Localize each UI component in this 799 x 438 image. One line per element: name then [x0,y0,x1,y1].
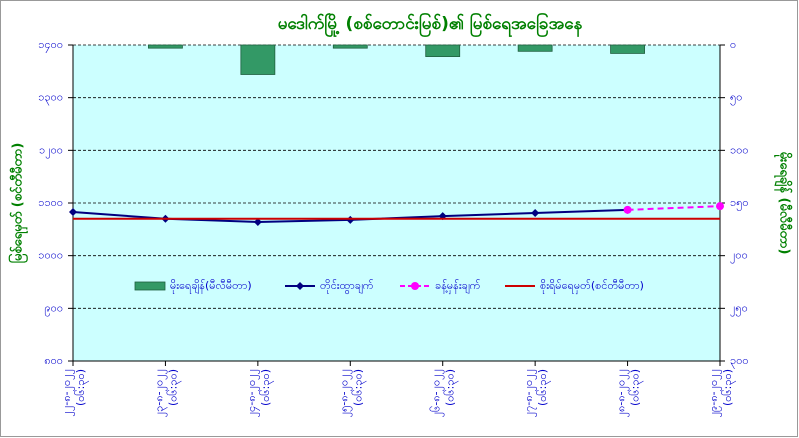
y-tick-label: ၁၄၀၀ [38,38,63,53]
chart-title: မဒေါက်မြို့ (စစ်တောင်းမြစ်)၏ မြစ်ရေအခြေအ… [278,11,583,38]
x-tick-label: (၀၆:၃၀) [351,369,366,406]
x-tick-label: ၂၅-၈-၂၀၂၂ [337,369,352,417]
legend-label: စိုးရိမ်ရေမှတ်(စင်တီမီတာ) [540,279,644,294]
y-axis-label: မြစ်ရေမှတ် (စင်တီမီတာ) [8,143,29,264]
legend-marker [411,282,419,290]
line [627,205,721,211]
y2-tick-label: ၂၅၀ [730,301,748,316]
x-tick-label: ၂၄-၈-၂၀၂၂ [245,369,260,417]
x-tick-label: (၀၆:၃၀) [74,369,89,406]
bar [148,44,183,49]
x-tick-label: ၂၈-၈-၂၀၂၂ [615,369,630,417]
line-marker [253,217,262,226]
x-tick-label: ၂၃-၈-၂၀၂၂ [152,369,167,417]
y2-tick-label: ၀ [730,38,736,51]
bar [240,44,276,75]
y2-tick-label: ၁၀၀ [730,143,749,156]
y-tick-label: ၉၀၀ [44,301,63,316]
y2-tick-label: ၁၅၀ [730,196,749,211]
legend-marker [296,282,304,290]
x-tick-label: ၂၇-၈-၂၀၂၂ [522,369,537,417]
y-tick-label: ၁၂၀၀ [39,143,63,158]
y2-tick-label: ၃၀၀ [730,354,749,369]
legend-swatch [134,281,166,291]
y-tick-label: ၈၀၀ [44,354,63,367]
legend-label: တိုင်းထွာချက် [320,279,374,294]
bar [425,44,461,57]
y2-axis-label: မိုးရေချိန် (မီလီမီတာ) [774,152,794,255]
x-tick-label: (၀၆:၃၀) [536,369,551,406]
x-tick-label: (၀၆:၃၀) [629,369,644,406]
y2-tick-label: ၂၀၀ [730,249,748,264]
x-tick-label: ၂၆-၈-၂၀၂၂ [430,369,445,417]
x-tick-label: ၂၂-၈-၂၀၂၂ [60,369,75,416]
y-tick-label: ၁၁၀၀ [38,196,63,209]
y-tick-label: ၁၀၀၀ [38,249,63,262]
x-tick-label: (၀၆:၃၀) [721,369,736,406]
x-tick-label: (၀၆:၃၀) [444,369,459,406]
bar [332,44,368,49]
x-tick-label: (၀၆:၃၀) [259,369,274,406]
bar [517,44,553,52]
line-marker [531,209,540,218]
y2-tick-label: ၅၀ [730,91,742,106]
legend-label: မိုးရေချိန်(မီလီမီတာ) [170,279,252,294]
x-tick-label: (၀၆:၃၀) [166,369,181,406]
line-marker [623,205,632,214]
x-tick-label: ၂၉-၈-၂၀၂၂ [707,369,722,417]
line-marker [716,202,724,211]
line-marker [69,207,77,216]
legend-label: ခန့်မှန်းချက် [435,279,481,294]
bar [610,44,645,54]
y-tick-label: ၁၃၀၀ [38,91,63,106]
